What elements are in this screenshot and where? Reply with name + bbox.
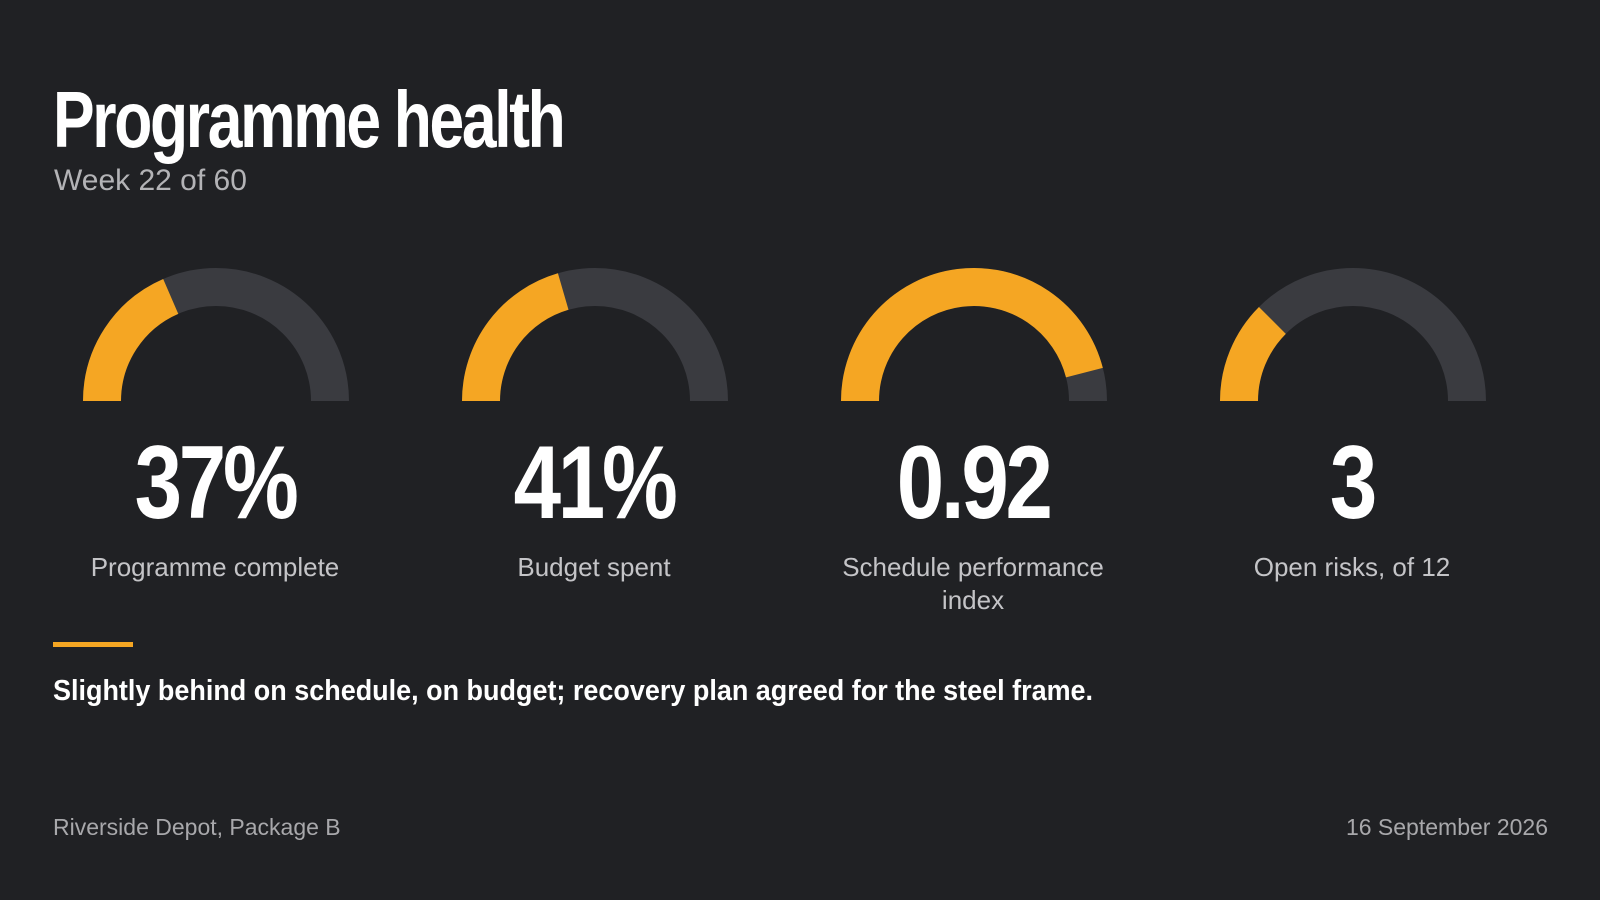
kpi-value: 37%: [134, 425, 299, 541]
gauge-fill: [462, 273, 570, 402]
footer-project: Riverside Depot, Package B: [53, 814, 341, 840]
gauge-open-risks: [1220, 268, 1486, 402]
kpi-card-schedule-performance-index: 0.92 Schedule performance index: [823, 268, 1123, 628]
kpi-label: Open risks, of 12: [1253, 552, 1451, 582]
kpi-label: Programme complete: [90, 552, 340, 582]
gauge-programme-complete: [83, 268, 349, 402]
kpi-value: 3: [1329, 425, 1377, 541]
gauge-schedule-performance-index: [841, 268, 1107, 402]
kpi-card-open-risks: 3 Open risks, of 12: [1202, 268, 1502, 628]
gauge-fill: [1220, 306, 1287, 402]
summary-statement: Slightly behind on schedule, on budget; …: [53, 675, 1094, 707]
gauge-budget-spent: [462, 268, 728, 402]
kpi-label: Schedule performance index: [842, 552, 1104, 615]
footer-date: 16 September 2026: [1345, 814, 1548, 840]
accent-divider: [53, 642, 133, 647]
kpi-value: 0.92: [896, 425, 1053, 541]
gauge-fill: [841, 268, 1103, 402]
kpi-card-budget-spent: 41% Budget spent: [444, 268, 744, 628]
gauge-fill: [83, 278, 179, 402]
page-title: Programme health: [53, 75, 566, 164]
page-subtitle: Week 22 of 60: [54, 164, 247, 197]
kpi-label: Budget spent: [517, 552, 671, 582]
kpi-value: 41%: [513, 425, 678, 541]
kpi-card-programme-complete: 37% Programme complete: [65, 268, 365, 628]
